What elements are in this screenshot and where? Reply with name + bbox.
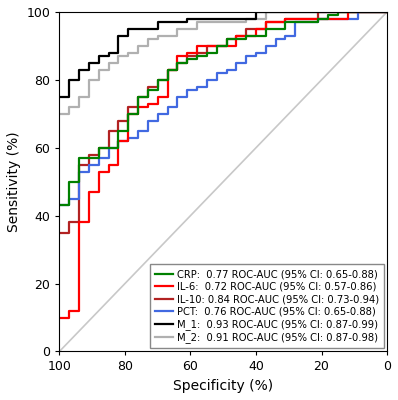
Y-axis label: Sensitivity (%): Sensitivity (%) (7, 131, 21, 232)
Legend: CRP:  0.77 ROC-AUC (95% CI: 0.65-0.88), IL-6:  0.72 ROC-AUC (95% CI: 0.57-0.86),: CRP: 0.77 ROC-AUC (95% CI: 0.65-0.88), I… (150, 264, 384, 348)
X-axis label: Specificity (%): Specificity (%) (173, 379, 273, 393)
